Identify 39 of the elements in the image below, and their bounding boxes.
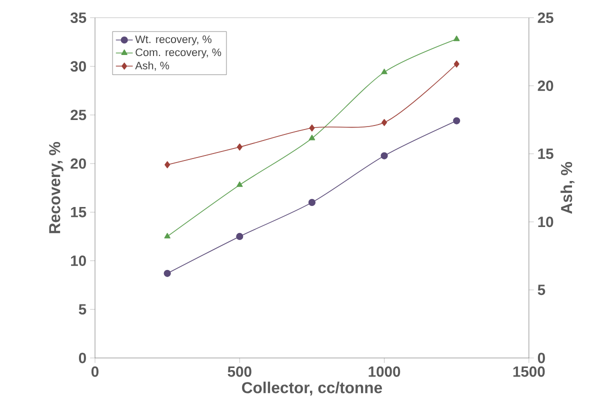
legend-label: Ash, %: [135, 61, 170, 71]
y-tick-label: 5: [78, 304, 86, 314]
y-tick-label: 10: [71, 255, 86, 266]
point: [308, 198, 316, 206]
point: [236, 181, 243, 187]
y2-tick-label: 15: [538, 148, 554, 159]
point: [309, 124, 315, 132]
legend-label: Wt. recovery, %: [135, 35, 212, 46]
point: [164, 270, 171, 277]
x-axis-title: Collector, cc/tonne: [242, 382, 382, 396]
point: [236, 143, 242, 151]
y-axis-title: Recovery, %: [49, 142, 64, 234]
point: [380, 152, 388, 160]
x-tick-label: 500: [228, 366, 252, 377]
point: [164, 232, 170, 238]
point: [453, 117, 460, 124]
point: [308, 134, 316, 140]
y-tick-label: 35: [70, 12, 86, 23]
legend-label: Com. recovery, %: [136, 48, 222, 58]
point: [236, 232, 244, 240]
y-tick-label: 30: [70, 61, 86, 72]
y2-tick-label: 0: [538, 352, 545, 364]
x-tick-label: 0: [91, 366, 99, 377]
x-tick-label: 1500: [513, 366, 545, 377]
point: [164, 161, 170, 168]
y-tick-label: 15: [71, 206, 86, 218]
y2-tick-label: 10: [538, 216, 554, 228]
y2-tick-label: 20: [538, 80, 554, 91]
point: [453, 36, 460, 42]
y2-tick-label: 25: [538, 12, 554, 23]
y-tick-label: 20: [70, 158, 86, 169]
y-tick-label: 0: [78, 352, 86, 364]
y2-axis-title: Ash, %: [560, 162, 574, 214]
x-tick-label: 1000: [368, 366, 400, 377]
y-tick-label: 25: [70, 110, 86, 120]
y2-tick-label: 5: [538, 284, 546, 296]
point: [381, 68, 388, 74]
point: [454, 60, 460, 68]
point: [382, 118, 388, 126]
